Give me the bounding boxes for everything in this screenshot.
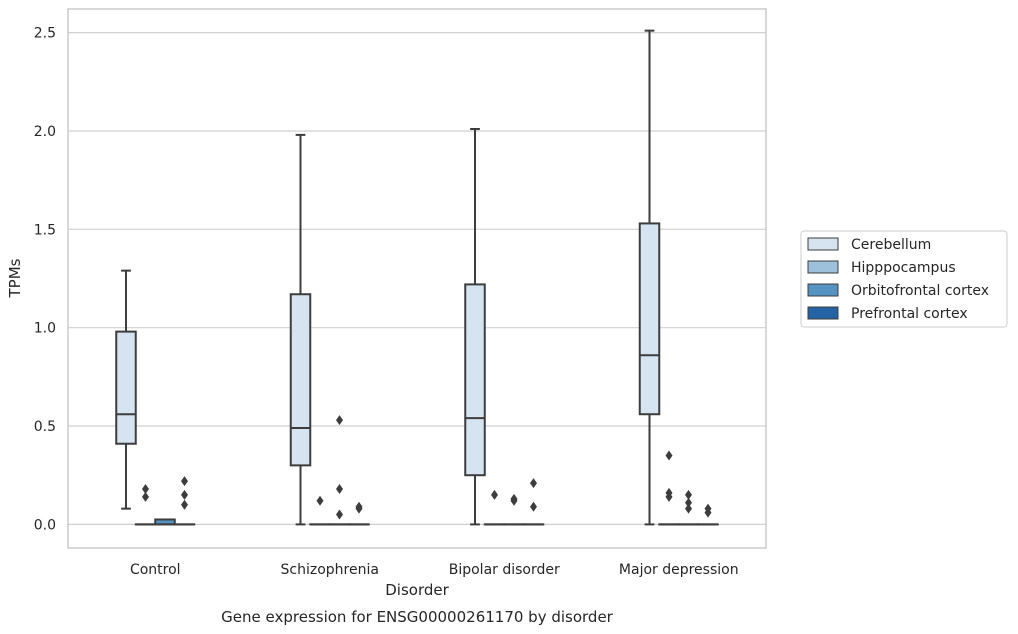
box-hipppocampus (483, 489, 506, 526)
legend-label: Hipppocampus (851, 260, 956, 276)
y-tick-label: 0.0 (34, 517, 56, 533)
box-orbitofrontal-cortex (328, 415, 351, 526)
outlier-point (181, 476, 188, 487)
legend-swatch (807, 237, 839, 251)
box-cerebellum (464, 127, 486, 526)
x-axis-label: Disorder (385, 581, 449, 599)
box-hipppocampus (134, 483, 157, 526)
box-prefrontal-cortex (697, 503, 719, 526)
plot-frame (67, 8, 767, 549)
box-prefrontal-cortex (522, 478, 545, 526)
x-tick-label: Control (130, 562, 181, 578)
outlier-point (336, 415, 343, 426)
outlier-point (685, 497, 692, 508)
outlier-point (510, 493, 518, 504)
box-hipppocampus (658, 450, 680, 526)
outlier-point (142, 491, 149, 502)
legend-frame (800, 230, 1008, 328)
gridlines (68, 32, 766, 525)
iqr-box (289, 293, 312, 467)
box-orbitofrontal-cortex (503, 493, 525, 526)
outlier-point (355, 501, 363, 512)
box-orbitofrontal-cortex (154, 518, 176, 526)
box-cerebellum (638, 29, 661, 526)
outlier-point (336, 483, 343, 494)
box-orbitofrontal-cortex (677, 489, 700, 526)
legend-swatch (807, 283, 839, 297)
legend-label: Prefrontal cortex (851, 306, 968, 322)
iqr-box (115, 330, 137, 445)
y-tick-labels: 0.0 0.5 1.0 1.5 2.0 2.5 (34, 26, 56, 534)
iqr-box (638, 222, 661, 416)
outlier-point (316, 495, 324, 506)
y-tick-label: 0.5 (34, 419, 56, 435)
outlier-point (142, 483, 149, 494)
box-cerebellum (289, 133, 312, 526)
x-tick-labels: Control Schizophrenia Bipolar disorder Majo… (130, 562, 739, 578)
box-prefrontal-cortex (348, 501, 370, 526)
outlier-point (665, 487, 673, 498)
outlier-point (530, 478, 537, 489)
legend: Cerebellum Hipppocampus Orbitofrontal cort… (800, 230, 1008, 328)
y-tick-label: 1.0 (34, 321, 56, 337)
outlier-point (530, 501, 537, 512)
x-tick-label: Bipolar disorder (449, 562, 560, 578)
outlier-point (336, 509, 343, 520)
x-tick-label: Major depression (619, 562, 739, 578)
outlier-point (181, 499, 188, 510)
outlier-point (491, 489, 498, 500)
outlier-point (665, 450, 673, 461)
legend-label: Orbitofrontal cortex (851, 283, 989, 299)
outlier-point (704, 503, 712, 514)
legend-label: Cerebellum (851, 237, 931, 253)
y-tick-label: 2.5 (34, 26, 56, 42)
outlier-point (685, 503, 692, 514)
iqr-box (464, 283, 486, 477)
box-plots (115, 29, 719, 526)
box-prefrontal-cortex (173, 476, 196, 526)
y-tick-label: 2.0 (34, 124, 56, 140)
outlier-point (181, 489, 188, 500)
legend-swatch (807, 306, 839, 320)
chart-caption: Gene expression for ENSG00000261170 by d… (221, 608, 614, 626)
outlier-point (685, 489, 692, 500)
y-tick-label: 1.5 (34, 222, 56, 238)
y-axis-label: TPMs (6, 258, 24, 298)
x-tick-label: Schizophrenia (281, 562, 379, 578)
box-hipppocampus (309, 495, 331, 526)
legend-swatch (807, 260, 839, 274)
box-cerebellum (115, 269, 137, 510)
